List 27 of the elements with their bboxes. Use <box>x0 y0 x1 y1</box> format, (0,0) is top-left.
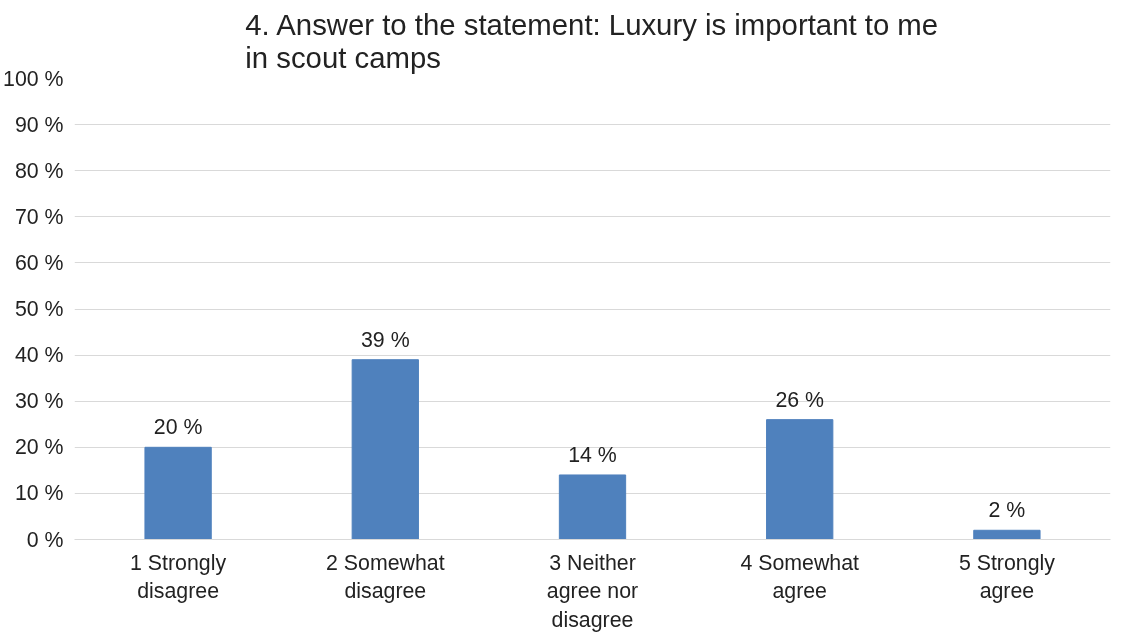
y-tick-label: 100 % <box>3 66 64 91</box>
y-tick-label: 20 % <box>14 435 64 460</box>
data-label: 14 % <box>568 442 617 467</box>
y-tick-label: 60 % <box>14 250 64 275</box>
bar <box>351 359 419 540</box>
y-tick-label: 80 % <box>14 158 64 183</box>
data-label: 20 % <box>153 415 203 440</box>
y-tick-label: 10 % <box>14 481 64 506</box>
data-label: 2 % <box>988 498 1026 523</box>
bar <box>973 529 1041 540</box>
x-tick-label: 2 Somewhat disagree <box>326 550 445 604</box>
y-tick-label: 40 % <box>14 343 64 368</box>
y-tick-label: 30 % <box>14 389 64 414</box>
y-tick-label: 70 % <box>14 204 64 229</box>
data-label: 26 % <box>775 387 825 412</box>
y-tick-label: 0 % <box>26 527 64 552</box>
x-tick-label: 3 Neither agree nor disagree <box>546 550 639 633</box>
bar <box>144 446 212 540</box>
x-tick-label: 5 Strongly agree <box>958 550 1056 604</box>
bar <box>558 474 627 540</box>
data-label: 39 % <box>360 327 410 352</box>
chart-title: 4. Answer to the statement: Luxury is important to me in scout camps <box>245 7 939 74</box>
x-tick-label: 4 Somewhat agree <box>740 550 860 604</box>
y-tick-label: 50 % <box>14 297 64 321</box>
y-tick-label: 90 % <box>14 112 64 137</box>
x-tick-label: 1 Strongly disagree <box>130 550 227 604</box>
bar <box>766 419 834 540</box>
